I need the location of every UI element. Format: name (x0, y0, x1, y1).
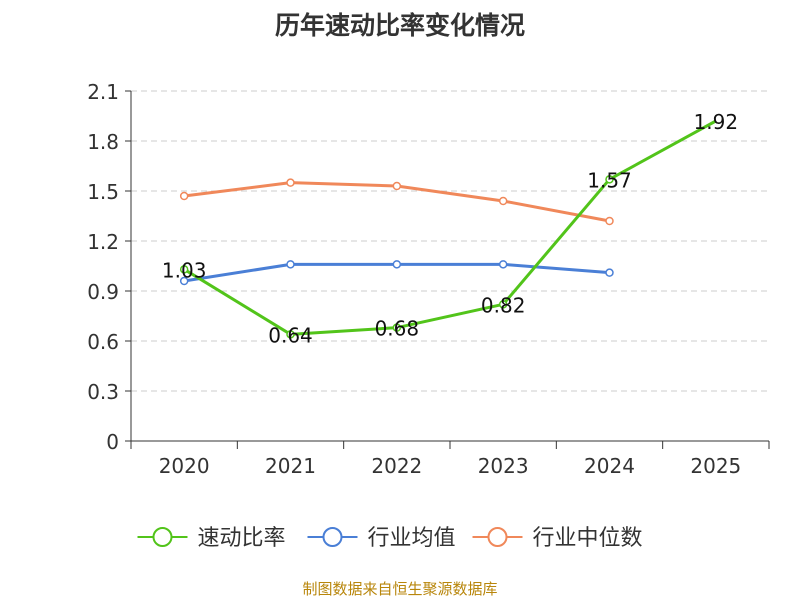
legend-item-速动比率[interactable]: 速动比率 (137, 526, 286, 551)
legend-marker (487, 527, 508, 547)
data-point (498, 300, 508, 309)
data-point (392, 323, 402, 332)
legend-marker (152, 527, 173, 547)
x-tick-label: 2025 (690, 454, 741, 478)
axes: 0 0.3 0.6 0.9 1.2 1.5 1.8 2.1 2020 2021 2022 2023 20… (87, 80, 770, 478)
y-tick-label: 1.2 (87, 230, 119, 254)
y-tick-label: 1.5 (87, 180, 119, 204)
legend-label: 行业中位数 (533, 526, 643, 551)
data-point (498, 196, 508, 206)
legend-item-行业均值[interactable]: 行业均值 (307, 526, 456, 551)
chart-title: 历年速动比率变化情况 (274, 11, 525, 40)
data-point (179, 276, 189, 286)
data-label: 0.82 (481, 293, 526, 317)
data-point (179, 191, 189, 201)
data-labels: 1.03 0.64 0.68 0.82 1.57 1.92 (162, 110, 738, 347)
x-tick-label: 2023 (478, 454, 529, 478)
data-point (392, 260, 402, 269)
legend[interactable]: 速动比率 行业均值 行业中位数 (137, 526, 643, 551)
data-point (605, 175, 614, 184)
series-layer (179, 119, 717, 339)
y-tick-label: 0.3 (87, 380, 119, 404)
x-tick-label: 2021 (265, 454, 316, 478)
data-label: 1.03 (162, 258, 207, 282)
grid-lines (131, 90, 769, 392)
legend-label: 行业均值 (368, 526, 456, 551)
data-point (392, 181, 402, 191)
x-tick-label: 2022 (371, 454, 422, 478)
x-tick-label: 2024 (584, 454, 635, 478)
data-label: 1.92 (694, 110, 739, 134)
y-tick-label: 1.8 (87, 130, 119, 154)
data-source-note: 制图数据来自恒生聚源数据库 (302, 580, 498, 598)
data-point (179, 265, 189, 274)
data-point (605, 268, 614, 277)
data-label: 0.64 (268, 323, 313, 347)
data-point (286, 178, 295, 187)
legend-marker (322, 527, 343, 547)
data-point (286, 330, 295, 339)
y-tick-label: 2.1 (87, 80, 119, 104)
y-tick-label: 0 (106, 430, 119, 454)
series-line-速动比率 (183, 119, 717, 336)
y-tick-label: 0.6 (87, 330, 119, 354)
data-point (498, 260, 508, 269)
legend-label: 速动比率 (198, 526, 286, 551)
data-label: 1.57 (587, 168, 632, 192)
data-point (286, 260, 295, 269)
legend-item-行业中位数[interactable]: 行业中位数 (472, 526, 643, 551)
data-label: 0.68 (375, 317, 420, 341)
x-tick-label: 2020 (159, 454, 210, 478)
data-point (605, 216, 614, 226)
y-tick-label: 0.9 (87, 280, 119, 304)
